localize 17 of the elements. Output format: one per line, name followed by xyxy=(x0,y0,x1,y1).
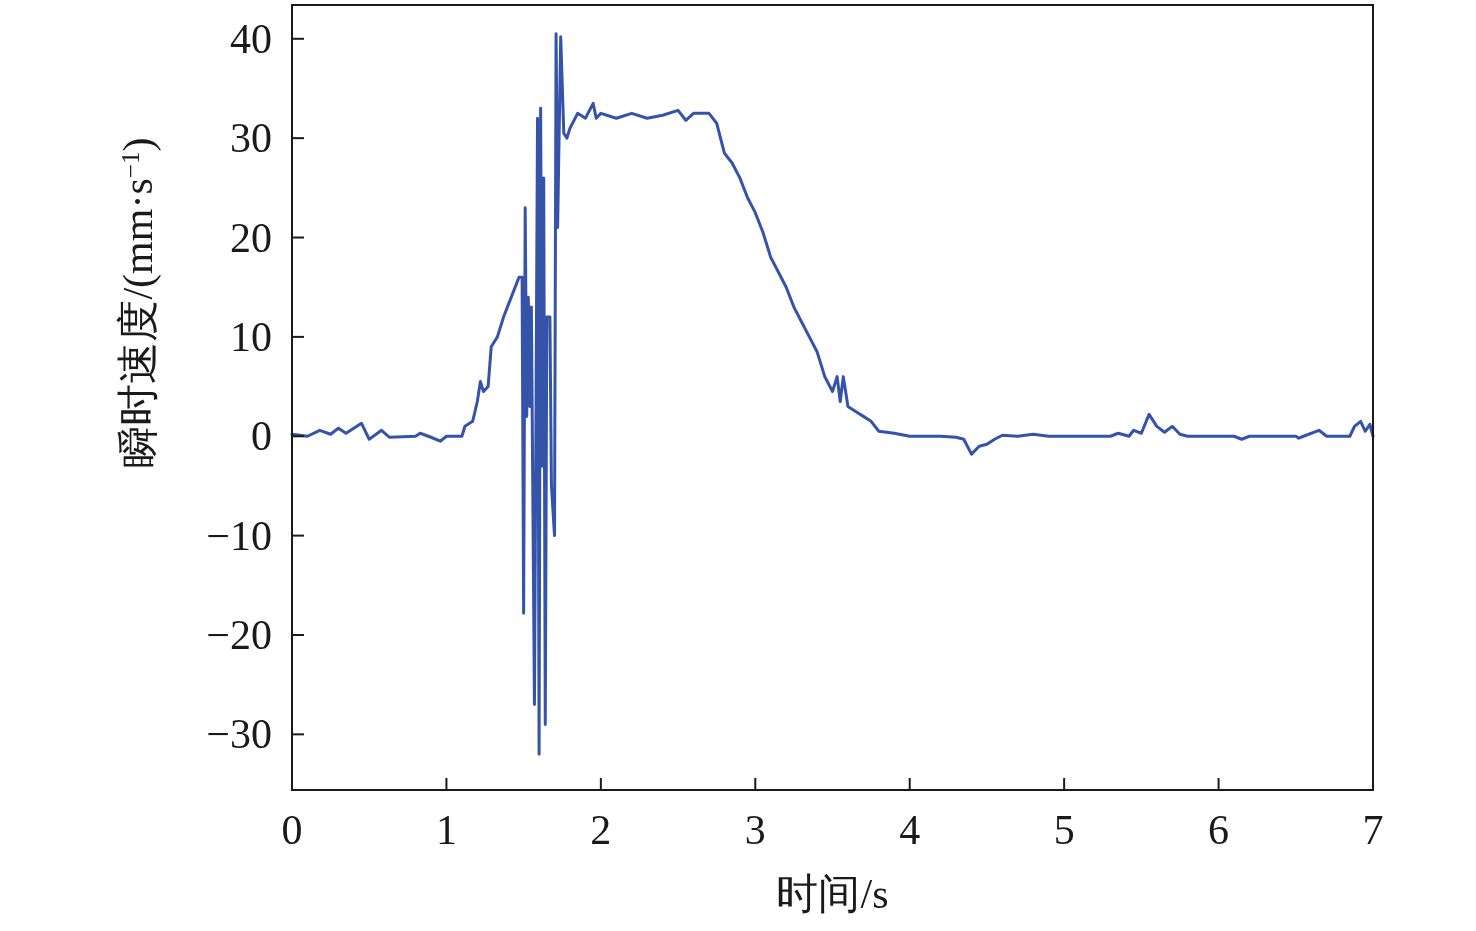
y-tick-label: 10 xyxy=(230,313,272,360)
x-tick-label: 6 xyxy=(1208,807,1230,853)
y-tick-label: 0 xyxy=(251,413,272,460)
y-tick-label: −20 xyxy=(206,611,272,658)
y-tick-label: −30 xyxy=(206,711,272,758)
x-tick-label: 4 xyxy=(899,807,921,853)
y-tick-label: 20 xyxy=(230,214,272,261)
y-tick-label: −10 xyxy=(206,512,272,559)
x-tick-label: 0 xyxy=(281,807,303,853)
x-tick-label: 5 xyxy=(1053,807,1075,853)
x-tick-label: 3 xyxy=(744,807,766,853)
x-tick-label: 1 xyxy=(435,807,457,853)
x-axis-title: 时间/s xyxy=(776,871,889,917)
x-tick-label: 7 xyxy=(1362,807,1384,853)
y-tick-label: 40 xyxy=(230,15,272,62)
y-tick-label: 30 xyxy=(230,115,272,162)
x-tick-label: 2 xyxy=(590,807,612,853)
